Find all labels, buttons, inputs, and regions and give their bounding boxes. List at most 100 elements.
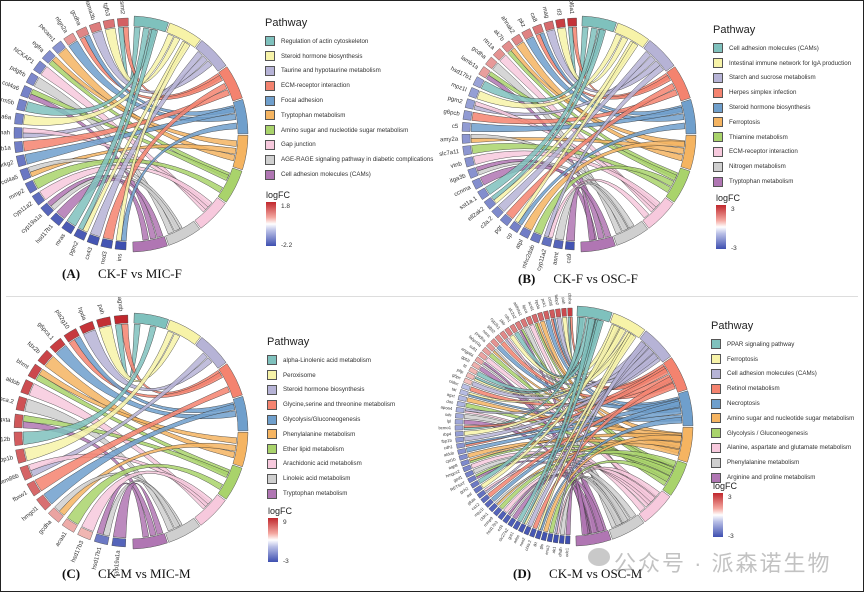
gene-label: mmp2	[8, 188, 26, 201]
gene-label: tgfb3	[102, 3, 111, 18]
gene-label: col6a1	[567, 0, 574, 15]
legend-label: Focal adhesion	[281, 97, 323, 105]
pathway-arc	[666, 66, 691, 102]
gene-logfc-block	[456, 400, 466, 408]
legend-swatch	[711, 368, 721, 379]
pathway-arc	[218, 66, 243, 102]
gene-label: prkg2	[0, 160, 15, 170]
chord-ribbon	[96, 482, 150, 538]
chord-ribbon	[74, 336, 235, 413]
gene-label: pltp	[456, 367, 465, 375]
legend-swatch	[265, 80, 275, 91]
gene-label: dhdh	[557, 546, 563, 556]
chord-ribbon	[78, 29, 158, 231]
gene-logfc-block	[93, 533, 110, 546]
gene-logfc-block	[518, 523, 527, 533]
legend-swatch	[265, 139, 275, 150]
gene-logfc-block	[492, 48, 506, 61]
gene-logfc-block	[477, 187, 490, 200]
gene-logfc-block	[462, 464, 472, 473]
legend-label: Taurine and hypotaurine metabolism	[281, 67, 381, 75]
chord-ribbon	[523, 140, 685, 231]
gene-label: ell2ak2	[467, 206, 486, 223]
legend-label: Arginine and proline metabolism	[727, 474, 816, 482]
gene-label: cx43	[84, 246, 94, 261]
gene-label: cdh1	[443, 444, 453, 451]
pathway-arc	[195, 337, 227, 369]
legend-swatch	[713, 72, 723, 83]
chord-ribbon	[23, 33, 174, 126]
panel-caption-a: (A) CK-F vs MIC-F	[62, 266, 182, 282]
chord-ribbon	[514, 41, 639, 224]
pathway-arc	[639, 330, 672, 363]
gene-label: hsd17b1	[449, 66, 473, 82]
panel-tag: (A)	[62, 266, 81, 281]
legend-swatch	[267, 384, 277, 395]
gene-label: mras	[55, 233, 67, 247]
colorbar-min: -2.2	[281, 242, 293, 249]
gene-logfc-block	[537, 311, 545, 322]
gene-label: mpz1l	[473, 506, 485, 517]
gene-label: hsd17b1	[35, 223, 55, 245]
chord-ribbon	[90, 51, 203, 237]
gene-logfc-block	[461, 383, 471, 391]
gene-logfc-block	[455, 413, 464, 419]
gene-logfc-block	[102, 18, 116, 30]
chord-ribbon	[565, 187, 596, 242]
pathway-arc	[677, 426, 694, 463]
gene-logfc-block	[100, 238, 114, 249]
gene-label: odc1	[564, 547, 569, 557]
legend-title: Pathway	[711, 320, 754, 332]
legend-label: Gap junction	[281, 141, 316, 149]
chord-ribbon	[546, 29, 661, 94]
panel-caption-d: (D) CK-M vs OSC-M	[513, 566, 642, 582]
gene-logfc-block	[114, 240, 127, 251]
gene-label: lamb1a	[459, 55, 479, 71]
legend-item: Peroxisome	[267, 368, 395, 383]
legend-label: Retinol metabolism	[727, 385, 780, 393]
gene-label: chia.2	[524, 539, 533, 552]
gene-logfc-block	[481, 346, 492, 357]
gene-logfc-block	[88, 21, 102, 34]
gene-label: pla2g10	[54, 309, 71, 331]
chord-ribbon	[522, 319, 604, 524]
chord-ribbon	[510, 47, 686, 147]
gene-label: aqp8	[448, 462, 459, 470]
legend-label: alpha-Linolenic acid metabolism	[283, 356, 372, 364]
gene-logfc-block	[555, 308, 562, 318]
gene-label: NCKAP1	[12, 47, 35, 66]
gene-label: tmem86b	[0, 473, 21, 488]
gene-logfc-block	[468, 366, 479, 376]
gene-logfc-block	[552, 534, 559, 544]
legend-swatch	[267, 355, 277, 366]
gene-label: tat	[451, 386, 458, 392]
gene-label: mag	[541, 6, 550, 19]
gene-logfc-block	[117, 17, 129, 27]
gene-logfc-block	[50, 212, 65, 226]
gene-logfc-block	[73, 228, 88, 241]
gene-logfc-block	[564, 241, 575, 251]
gene-label: cyp11a2	[12, 201, 34, 219]
gene-label: lama3b	[84, 0, 96, 21]
gene-label: asmt2	[118, 0, 125, 15]
legend-item: Herpes simplex infection	[713, 85, 851, 100]
legend-swatch	[713, 161, 723, 172]
legend-swatch	[713, 58, 723, 69]
gene-logfc-block	[471, 361, 482, 371]
gene-logfc-block	[483, 197, 497, 210]
legend-item: Phenylalanine metabolism	[267, 427, 395, 442]
gene-logfc-block	[552, 239, 564, 250]
gene-label: ca12	[470, 501, 481, 511]
gene-label: got1	[506, 530, 515, 540]
gene-logfc-block	[502, 514, 512, 524]
gene-logfc-block	[464, 98, 476, 110]
legend-label: Cell adhesion molecules (CAMs)	[729, 44, 819, 52]
legend-item: Cell adhesion molecules (CAMs)	[713, 41, 851, 56]
colorbar-gradient	[266, 202, 276, 246]
pathway-arc	[680, 99, 697, 135]
gene-label: hpda	[76, 307, 87, 322]
gene-label: g6pc	[451, 372, 461, 380]
legend-swatch	[265, 65, 275, 76]
gene-logfc-block	[27, 363, 43, 380]
legend-item: Ferroptosis	[713, 115, 851, 130]
